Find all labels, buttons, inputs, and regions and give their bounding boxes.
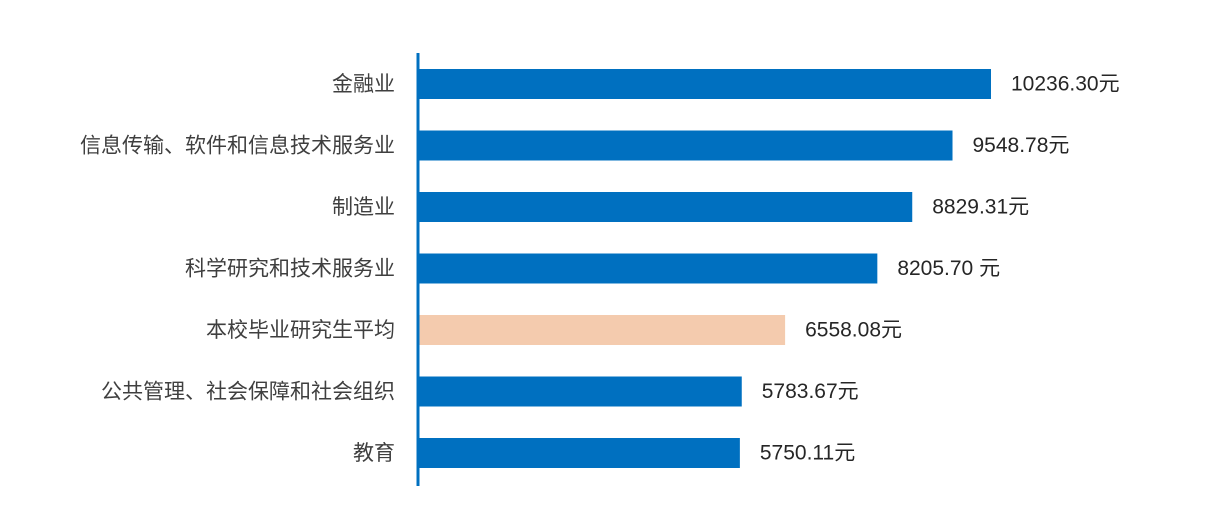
- category-label-3: 科学研究和技术服务业: [185, 257, 395, 281]
- bar-6: [418, 438, 740, 468]
- value-label-1: 9548.78元: [973, 134, 1070, 157]
- bar-2: [418, 192, 913, 222]
- category-labels: 金融业信息传输、软件和信息技术服务业制造业科学研究和技术服务业本校毕业研究生平均…: [80, 72, 395, 465]
- bar-0: [418, 69, 991, 99]
- category-label-6: 教育: [353, 441, 395, 465]
- bar-4: [418, 315, 786, 345]
- value-label-3: 8205.70 元: [897, 257, 1000, 280]
- category-label-4: 本校毕业研究生平均: [206, 318, 395, 342]
- bar-5: [418, 376, 742, 407]
- value-label-4: 6558.08元: [805, 319, 902, 342]
- value-label-0: 10236.30元: [1011, 73, 1120, 96]
- bar-3: [418, 253, 878, 284]
- category-label-0: 金融业: [332, 72, 395, 96]
- bar-1: [418, 130, 953, 161]
- category-label-2: 制造业: [332, 195, 395, 219]
- category-label-1: 信息传输、软件和信息技术服务业: [80, 134, 395, 158]
- value-label-5: 5783.67元: [762, 380, 859, 403]
- bars-group: [418, 69, 991, 468]
- value-labels: 10236.30元 9548.78元 8829.31元 8205.70 元 6558.0…: [760, 73, 1120, 465]
- category-label-5: 公共管理、社会保障和社会组织: [101, 380, 395, 404]
- value-label-2: 8829.31元: [932, 196, 1029, 219]
- value-label-6: 5750.11元: [760, 442, 855, 465]
